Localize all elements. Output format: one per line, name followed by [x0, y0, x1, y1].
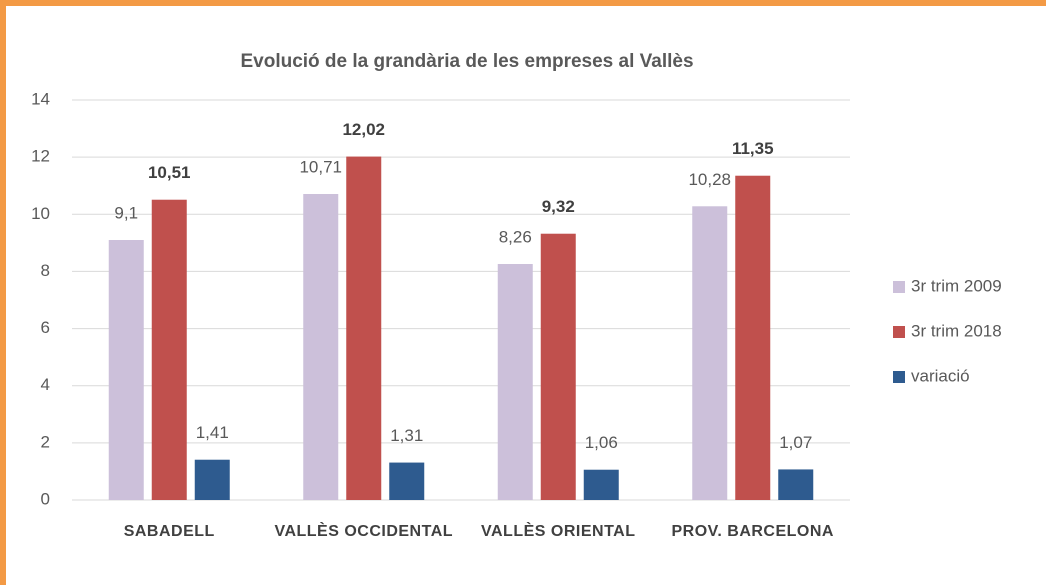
- data-label: 10,28: [688, 170, 731, 189]
- bar: [540, 233, 576, 500]
- legend-swatch: [893, 371, 905, 383]
- bar: [692, 206, 728, 501]
- y-tick-label: 10: [31, 204, 50, 223]
- legend-label: 3r trim 2009: [911, 276, 1002, 295]
- x-tick-label: SABADELL: [123, 523, 215, 540]
- legend-label: variació: [911, 366, 970, 385]
- data-label: 12,02: [342, 120, 385, 139]
- legend-swatch: [893, 326, 905, 338]
- data-label: 11,35: [732, 139, 774, 158]
- x-tick-label: PROV. BARCELONA: [671, 523, 834, 540]
- legend-label: 3r trim 2018: [911, 321, 1002, 340]
- data-label: 10,51: [148, 163, 191, 182]
- legend-swatch: [893, 281, 905, 293]
- data-label: 8,26: [499, 227, 532, 246]
- bar: [583, 469, 619, 500]
- y-tick-label: 4: [41, 375, 50, 394]
- data-label: 1,41: [196, 423, 229, 442]
- bar: [389, 462, 425, 500]
- bar: [735, 175, 771, 500]
- data-label: 10,71: [299, 157, 342, 176]
- data-label: 1,31: [390, 426, 423, 445]
- bar: [194, 459, 230, 500]
- bar: [303, 194, 339, 500]
- bar: [346, 156, 382, 501]
- y-tick-label: 2: [41, 432, 50, 451]
- data-label: 9,1: [114, 203, 138, 222]
- bar: [778, 469, 814, 500]
- y-tick-label: 6: [41, 318, 50, 337]
- y-tick-label: 12: [31, 147, 50, 166]
- bar: [497, 264, 533, 500]
- data-label: 1,07: [779, 433, 812, 452]
- y-tick-label: 14: [31, 89, 50, 108]
- x-tick-label: VALLÈS ORIENTAL: [481, 523, 636, 540]
- data-label: 1,06: [585, 433, 618, 452]
- bar: [108, 240, 144, 500]
- x-tick-label: VALLÈS OCCIDENTAL: [274, 523, 454, 540]
- y-tick-label: 0: [41, 489, 50, 508]
- bar: [151, 199, 187, 500]
- y-tick-label: 8: [41, 261, 50, 280]
- chart-title: Evolució de la grandària de les empreses…: [240, 51, 693, 72]
- data-label: 9,32: [542, 197, 575, 216]
